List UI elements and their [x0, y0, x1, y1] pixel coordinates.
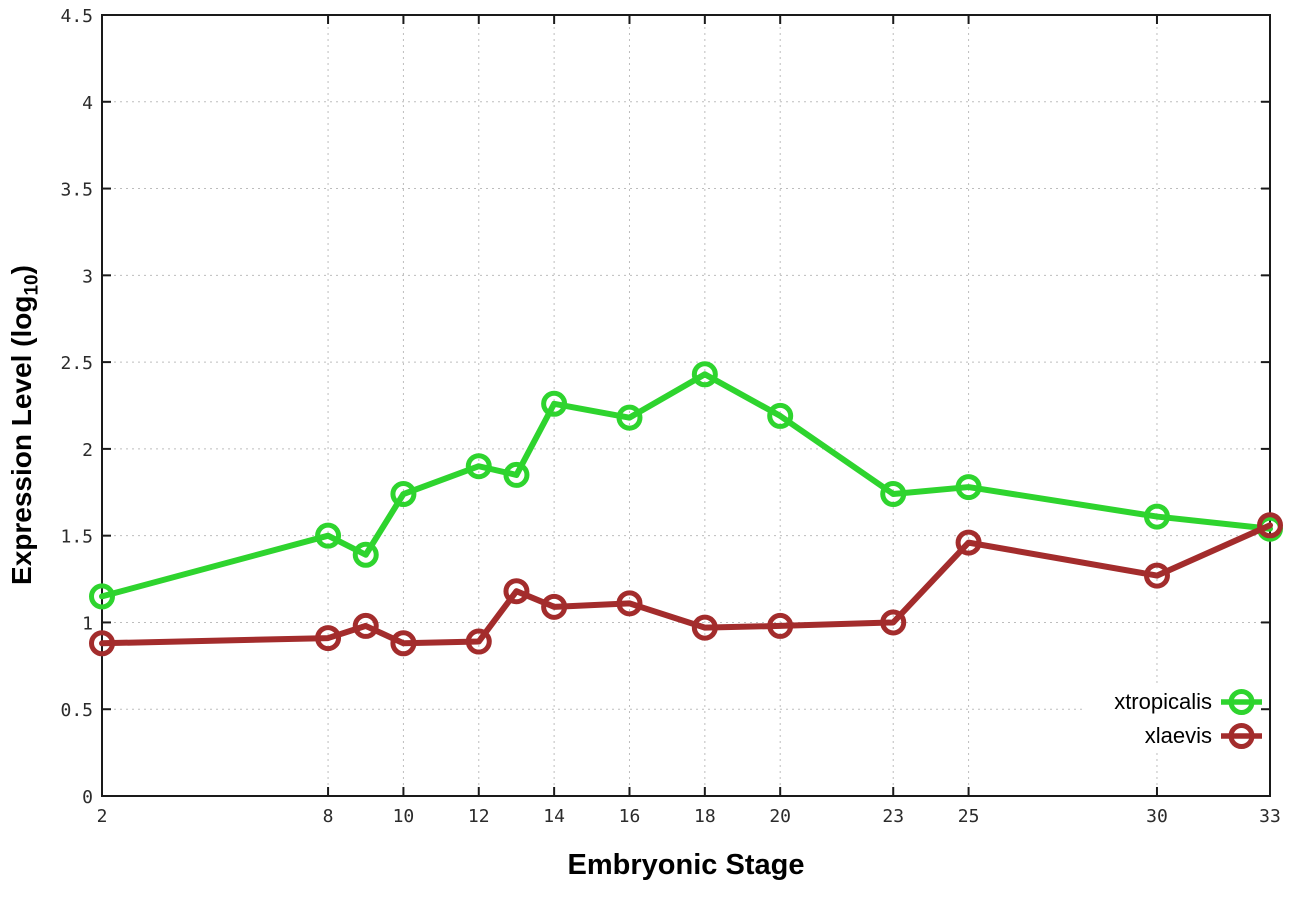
- gridlines: [102, 15, 1270, 796]
- y-tick-label: 3: [82, 266, 93, 287]
- x-tick-label: 14: [543, 806, 565, 827]
- xtropicalis-marker-icon: [1228, 689, 1255, 715]
- xtropicalis-point: [465, 453, 492, 480]
- xtropicalis-point: [767, 402, 794, 429]
- xlaevis-point: [541, 593, 568, 620]
- y-axis-title-subscript: 10: [21, 274, 43, 296]
- xlaevis-point: [1143, 562, 1170, 589]
- xtropicalis-point: [352, 541, 379, 568]
- xtropicalis-point: [880, 481, 907, 508]
- legend-label-xlaevis: xlaevis: [1145, 723, 1212, 748]
- x-tick-label: 18: [694, 806, 716, 827]
- xtropicalis-point: [691, 361, 718, 388]
- y-tick-label: 1: [82, 613, 93, 634]
- x-tick-label: 33: [1259, 806, 1281, 827]
- y-tick-label: 4: [82, 93, 93, 114]
- x-tick-label: 30: [1146, 806, 1168, 827]
- x-tick-label: 10: [393, 806, 415, 827]
- y-tick-label: 4.5: [60, 6, 93, 27]
- xtropicalis-point: [503, 461, 530, 488]
- x-axis-title: Embryonic Stage: [567, 849, 805, 881]
- x-tick-labels: 2 8 10 12 14 16 18 20 23 25 30 33: [97, 806, 1281, 827]
- xlaevis-point: [691, 614, 718, 641]
- plot-border: [101, 14, 1271, 797]
- y-tick-label: 0.5: [60, 700, 93, 721]
- x-tick-label: 2: [97, 806, 108, 827]
- axis-ticks: [101, 14, 1271, 797]
- x-tick-label: 20: [769, 806, 791, 827]
- xtropicalis-point: [1143, 503, 1170, 530]
- xlaevis-line: [99, 522, 1273, 647]
- xlaevis-marker-icon: [1228, 723, 1255, 749]
- xlaevis-point: [1257, 512, 1283, 539]
- xtropicalis-point: [390, 481, 417, 508]
- xtropicalis-point: [89, 583, 115, 610]
- xtropicalis-point: [315, 522, 342, 549]
- y-axis-title-close: ): [6, 265, 37, 275]
- x-tick-label: 12: [468, 806, 490, 827]
- x-tick-label: 16: [619, 806, 641, 827]
- y-tick-label: 2.5: [60, 353, 93, 374]
- xtropicalis-point: [955, 474, 982, 501]
- xlaevis-point: [616, 590, 643, 617]
- legend-item-xtropicalis: xtropicalis: [1114, 689, 1262, 715]
- y-tick-label: 2: [82, 440, 93, 461]
- y-tick-labels: 0 0.5 1 1.5 2 2.5 3 3.5 4 4.5: [60, 6, 93, 808]
- legend: xtropicalis xlaevis: [1114, 689, 1262, 749]
- xlaevis-point: [390, 630, 417, 657]
- series-xlaevis: [89, 512, 1283, 657]
- y-tick-label: 0: [82, 787, 93, 808]
- xlaevis-point: [352, 612, 379, 639]
- xlaevis-point: [955, 529, 982, 556]
- y-tick-label: 3.5: [60, 180, 93, 201]
- xlaevis-point: [89, 630, 115, 657]
- x-tick-label: 8: [323, 806, 334, 827]
- xlaevis-point: [315, 625, 342, 652]
- x-tick-label: 23: [882, 806, 904, 827]
- xlaevis-point: [767, 612, 794, 639]
- x-tick-label: 25: [958, 806, 980, 827]
- xlaevis-point: [465, 628, 492, 655]
- y-axis-title-text: Expression Level (log: [6, 295, 37, 585]
- xtropicalis-point: [616, 404, 643, 431]
- xlaevis-point: [503, 578, 530, 605]
- xlaevis-point: [880, 609, 907, 636]
- y-tick-label: 1.5: [60, 527, 93, 548]
- y-axis-title: Expression Level (log10): [6, 165, 46, 685]
- legend-item-xlaevis: xlaevis: [1145, 723, 1262, 749]
- legend-label-xtropicalis: xtropicalis: [1114, 689, 1212, 714]
- series-xtropicalis: [89, 361, 1283, 610]
- xtropicalis-point: [541, 390, 568, 417]
